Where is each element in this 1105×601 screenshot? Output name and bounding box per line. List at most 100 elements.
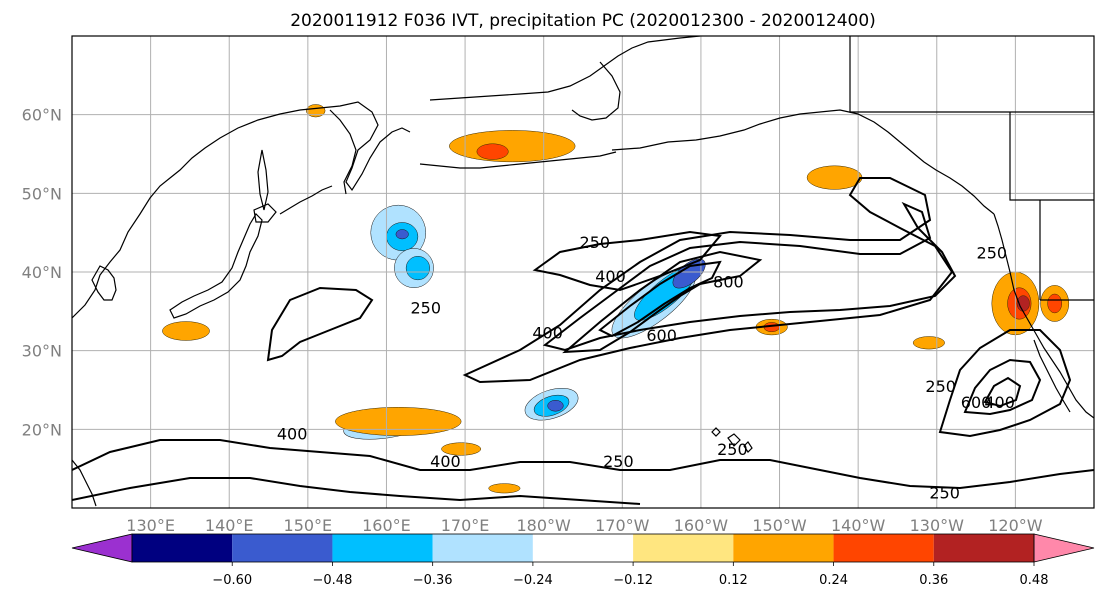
colorbar-tick-label-0: −0.60 [212, 573, 252, 588]
precip-region-10 [547, 399, 564, 412]
colorbar-segment-5 [633, 534, 734, 562]
colorbar-segment-8 [933, 534, 1034, 562]
latitude-labels: 60°N 50°N 40°N 30°N 20°N [22, 106, 62, 440]
colorbar-frame [131, 533, 1035, 563]
ivt-contour-600 [562, 250, 763, 354]
precip-region-30 [912, 336, 945, 350]
ivt-contour-south-400 [72, 477, 641, 505]
coast-north-america [993, 213, 1094, 419]
coastlines [72, 36, 1094, 507]
chart-title: 2020011912 F036 IVT, precipitation PC (2… [290, 11, 876, 31]
lon-label-5: 180°W [517, 516, 572, 535]
lon-label-4: 170°E [441, 516, 490, 535]
longitude-labels: 130°E 140°E 150°E 160°E 170°E 180°W 170°W 160°W… [126, 516, 1042, 535]
lat-label-0: 60°N [22, 106, 62, 125]
coast-kamchatka [329, 109, 357, 195]
precip-region-4 [405, 256, 430, 281]
coast-alaska-west [571, 61, 621, 121]
lon-label-2: 150°E [284, 516, 333, 535]
ivt-contour-800 [598, 260, 722, 338]
lat-label-2: 40°N [22, 263, 62, 282]
colorbar-tick-label-2: −0.36 [413, 573, 453, 588]
colorbar-tick-label-8: 0.48 [1020, 573, 1049, 588]
precip-region-27 [441, 442, 482, 456]
colorbar-segment-1 [232, 534, 333, 562]
ivt-contour-600-east [983, 376, 1022, 408]
lon-label-10: 130°W [910, 516, 965, 535]
colorbar-extend-high [1033, 533, 1095, 563]
colorbar-segment-7 [833, 534, 934, 562]
coast-alaska-south [611, 109, 995, 215]
coast-hokkaido [253, 203, 277, 223]
precip-region-16 [476, 143, 509, 160]
lat-label-4: 20°N [22, 420, 62, 439]
border-canada-us [849, 36, 1094, 301]
map-frame [71, 35, 1095, 509]
colorbar-tick-label-3: −0.24 [513, 573, 553, 588]
coast-baja [1033, 339, 1071, 413]
ivt-contour-label-10: 400 [277, 424, 308, 443]
ivt-contour-south-band [72, 439, 1094, 490]
colorbar-segment-2 [332, 534, 433, 562]
ivt-contour-400 [542, 201, 957, 352]
colorbar-tick-label-6: 0.24 [819, 573, 848, 588]
ivt-contour-label-7: 250 [925, 377, 956, 396]
ivt-contour-label-9: 400 [984, 393, 1015, 412]
lon-label-11: 120°W [988, 516, 1043, 535]
ivt-contour-250-north [532, 230, 722, 292]
ivt-contour-label-14: 250 [929, 483, 960, 502]
coast-bering-alaska [429, 36, 701, 101]
ivt-contour-label-8: 600 [961, 393, 992, 412]
coast-sakhalin [257, 149, 269, 211]
ivt-contour-400-east [963, 358, 1042, 416]
precip-region-15 [449, 130, 576, 163]
precip-region-28 [488, 483, 521, 494]
coast-japan [169, 213, 263, 319]
coast-kurils [279, 185, 333, 215]
ivt-contour-250-main [462, 177, 954, 384]
colorbar-tick-labels: −0.60 −0.48 −0.36 −0.24 −0.12 0.12 0.24 0.36 0.4… [212, 562, 1049, 588]
colorbar-segment-3 [432, 534, 533, 562]
lon-label-6: 170°W [595, 516, 650, 535]
lon-label-9: 140°W [831, 516, 886, 535]
ivt-contour-label-13: 250 [717, 440, 748, 459]
precip-region-26 [335, 407, 462, 436]
ivt-contour-label-5: 600 [646, 326, 677, 345]
precip-region-25 [162, 321, 210, 341]
coast-hawaii [711, 427, 753, 453]
lat-label-1: 50°N [22, 184, 62, 203]
colorbar-extend-low [71, 533, 133, 563]
lon-label-1: 140°E [205, 516, 254, 535]
colorbar-tick-label-5: 0.12 [719, 573, 748, 588]
lon-label-7: 160°W [674, 516, 729, 535]
coast-asia-mainland [72, 101, 411, 319]
colorbar-segment-6 [733, 534, 834, 562]
ivt-contour-label-3: 400 [532, 324, 563, 343]
colorbar-segment-0 [132, 534, 233, 562]
coast-korea [91, 265, 117, 301]
ivt-contour-label-1: 250 [580, 233, 611, 252]
precip-region-22 [1047, 293, 1063, 314]
ivt-contour-label-0: 250 [410, 298, 441, 317]
colorbar-tick-label-1: −0.48 [313, 573, 353, 588]
ivt-contour-label-2: 400 [595, 267, 626, 286]
ivt-contour-label-11: 400 [430, 452, 461, 471]
colorbar [71, 533, 1095, 563]
colorbar-tick-label-7: 0.36 [919, 573, 948, 588]
lon-label-8: 150°W [752, 516, 807, 535]
lon-label-3: 160°E [362, 516, 411, 535]
lon-label-0: 130°E [126, 516, 175, 535]
colorbar-tick-label-4: −0.12 [613, 573, 653, 588]
precip-region-17 [806, 165, 863, 190]
ivt-contour-label-6: 250 [977, 243, 1008, 262]
ivt-contour-label-4: 800 [713, 272, 744, 291]
ivt-contours [72, 177, 1094, 505]
ivt-contour-250-west [266, 286, 374, 362]
ivt-contour-250-east [938, 329, 1072, 438]
ivt-contour-label-12: 250 [603, 452, 634, 471]
precip-region-2 [395, 229, 409, 240]
colorbar-segment-4 [532, 534, 634, 562]
